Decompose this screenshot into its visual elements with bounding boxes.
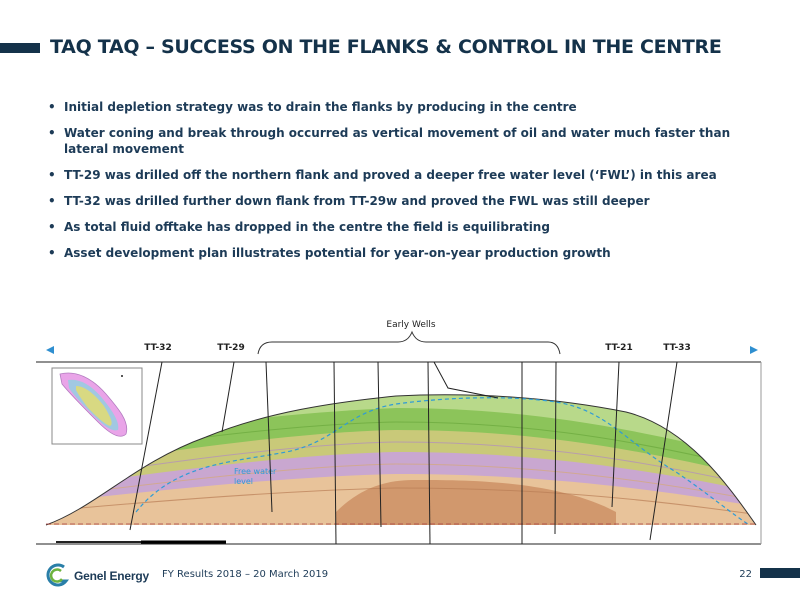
bullet-item: Asset development plan illustrates poten… [46, 245, 766, 261]
genel-logo-icon [46, 563, 70, 587]
dome-layers [46, 394, 756, 525]
bullet-list: Initial depletion strategy was to drain … [46, 99, 766, 271]
well-label-tt33: TT-33 [663, 343, 690, 353]
title-accent-bar [0, 43, 40, 53]
inset-map-north-marker [121, 375, 123, 377]
well-path [377, 361, 382, 528]
well-path [433, 361, 499, 399]
footer-accent-bar [760, 568, 800, 578]
right-arrow-icon [750, 346, 758, 354]
well-path [611, 361, 620, 508]
well-label-tt29: TT-29 [217, 343, 244, 353]
bullet-item: TT-32 was drilled further down flank fro… [46, 193, 766, 209]
well-path [129, 361, 163, 531]
page-number: 22 [739, 569, 752, 580]
well-label-tt32: TT-32 [144, 343, 171, 353]
company-name: Genel Energy [74, 569, 149, 583]
bullet-item: As total fluid offtake has dropped in th… [46, 219, 766, 235]
genel-logo: Genel Energy [44, 563, 156, 589]
footer-event: FY Results 2018 – 20 March 2019 [162, 569, 329, 580]
bullet-item: Water coning and break through occurred … [46, 125, 766, 157]
left-arrow-icon [46, 346, 54, 354]
well-path [427, 361, 431, 545]
slide-title: TAQ TAQ – SUCCESS ON THE FLANKS & CONTRO… [50, 36, 722, 58]
cross-section-svg: Early Wells TT-32 TT-29 TT-21 TT-33 Free… [36, 320, 762, 545]
bullet-item: Initial depletion strategy was to drain … [46, 99, 766, 115]
well-path [221, 361, 235, 433]
bullet-item: TT-29 was drilled off the northern flank… [46, 167, 766, 183]
well-label-tt21: TT-21 [605, 343, 632, 353]
well-path [554, 361, 557, 535]
free-water-label: Free water [234, 467, 277, 476]
well-path [333, 361, 337, 545]
early-wells-label: Early Wells [386, 320, 435, 330]
free-water-label-level: level [234, 477, 253, 486]
inset-map-core [76, 386, 112, 426]
well-trajectories [129, 361, 678, 545]
well-path [265, 361, 273, 513]
dome-outline [45, 394, 757, 526]
well-path [649, 361, 678, 541]
early-wells-brace [257, 330, 561, 355]
layer-brown-core [336, 480, 616, 525]
reservoir-cross-section: Early Wells TT-32 TT-29 TT-21 TT-33 Free… [36, 312, 766, 550]
